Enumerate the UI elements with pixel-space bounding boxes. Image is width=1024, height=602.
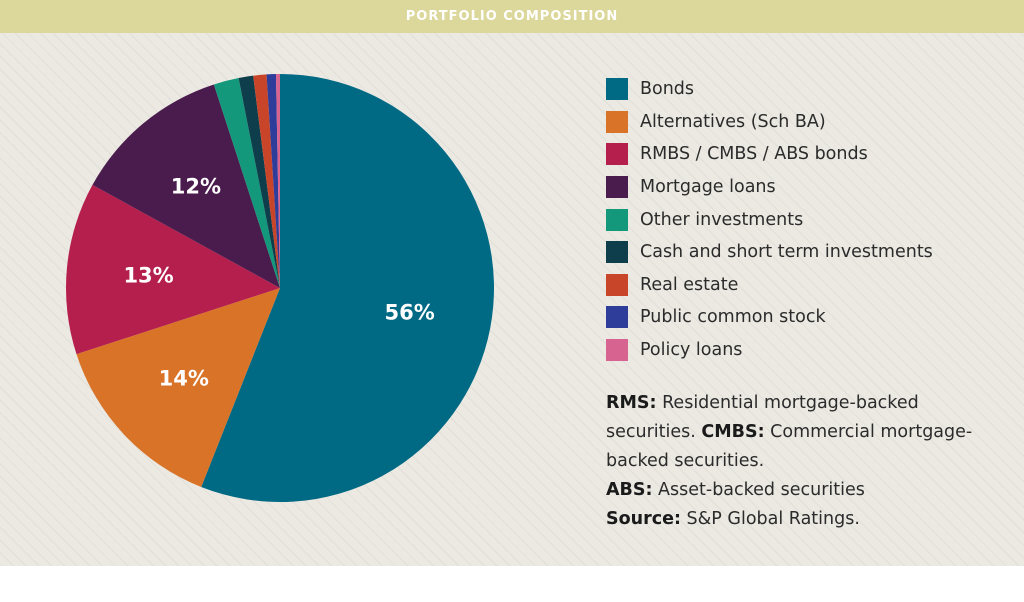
source-text: S&P Global Ratings. bbox=[680, 509, 860, 529]
pie-slices bbox=[66, 74, 494, 502]
note-rms-term: RMS: bbox=[606, 393, 657, 413]
legend-item: Cash and short term investments bbox=[606, 236, 933, 269]
legend-swatch bbox=[606, 273, 628, 296]
legend-label: Public common stock bbox=[640, 307, 826, 328]
legend-swatch bbox=[606, 241, 628, 264]
note-cmbs-text: Commercial mortgage-backed securities. bbox=[606, 422, 973, 471]
legend-label: Bonds bbox=[640, 79, 695, 100]
pie-slice-other-investments bbox=[213, 78, 280, 288]
chart-header: PORTFOLIO COMPOSITION bbox=[0, 0, 1024, 33]
pie-chart: 56% 14% 13% 12% bbox=[66, 74, 494, 502]
source-term: Source: bbox=[606, 509, 681, 529]
legend-item: Real estate bbox=[606, 269, 933, 302]
legend-swatch bbox=[606, 208, 628, 231]
pie-slice-real-estate bbox=[253, 74, 280, 289]
slice-data-label: 13% bbox=[123, 264, 173, 288]
legend-label: RMBS / CMBS / ABS bonds bbox=[640, 144, 868, 165]
pie-slice-alternatives-sch-ba bbox=[76, 288, 280, 487]
chart-legend: Bonds Alternatives (Sch BA) RMBS / CMBS / … bbox=[606, 73, 933, 366]
legend-item: Alternatives (Sch BA) bbox=[606, 106, 933, 139]
legend-item: Policy loans bbox=[606, 334, 933, 367]
note-cmbs-term: CMBS: bbox=[701, 422, 765, 442]
legend-swatch bbox=[606, 143, 628, 166]
note-rms-text: Residential mortgage-backed securities. bbox=[606, 393, 919, 442]
legend-swatch bbox=[606, 176, 628, 199]
legend-item: Public common stock bbox=[606, 301, 933, 334]
pie-slice-cash-and-short-term-investments bbox=[238, 75, 280, 288]
pie-slice-policy-loans bbox=[275, 74, 280, 288]
note-abs-term: ABS: bbox=[606, 480, 653, 500]
legend-item: Other investments bbox=[606, 203, 933, 236]
slice-data-label: 56% bbox=[385, 301, 435, 325]
legend-swatch bbox=[606, 78, 628, 101]
footnotes: RMS: Residential mortgage-backed securit… bbox=[606, 389, 1006, 534]
chart-panel: 56% 14% 13% 12% Bonds Alternatives (Sch BA) R… bbox=[0, 33, 1024, 566]
chart-title: PORTFOLIO COMPOSITION bbox=[405, 9, 619, 24]
legend-item: RMBS / CMBS / ABS bonds bbox=[606, 138, 933, 171]
legend-swatch bbox=[606, 306, 628, 329]
legend-swatch bbox=[606, 110, 628, 133]
legend-label: Mortgage loans bbox=[640, 177, 776, 198]
legend-label: Other investments bbox=[640, 209, 804, 230]
slice-data-label: 12% bbox=[171, 174, 221, 198]
slice-data-label: 14% bbox=[159, 366, 209, 390]
legend-label: Real estate bbox=[640, 274, 739, 295]
pie-slice-bonds bbox=[201, 74, 494, 502]
pie-slice-public-common-stock bbox=[266, 74, 280, 288]
pie-slice-rmbs-cmbs-abs-bonds bbox=[66, 184, 281, 355]
pie-slice-mortgage-loans bbox=[92, 84, 280, 288]
legend-label: Policy loans bbox=[640, 340, 743, 361]
pie-labels: 56% 14% 13% 12% bbox=[123, 174, 434, 390]
note-abs-text: Asset-backed securities bbox=[652, 480, 865, 500]
legend-item: Mortgage loans bbox=[606, 171, 933, 204]
legend-label: Cash and short term investments bbox=[640, 242, 933, 263]
legend-swatch bbox=[606, 339, 628, 362]
legend-item: Bonds bbox=[606, 73, 933, 106]
legend-label: Alternatives (Sch BA) bbox=[640, 111, 826, 132]
